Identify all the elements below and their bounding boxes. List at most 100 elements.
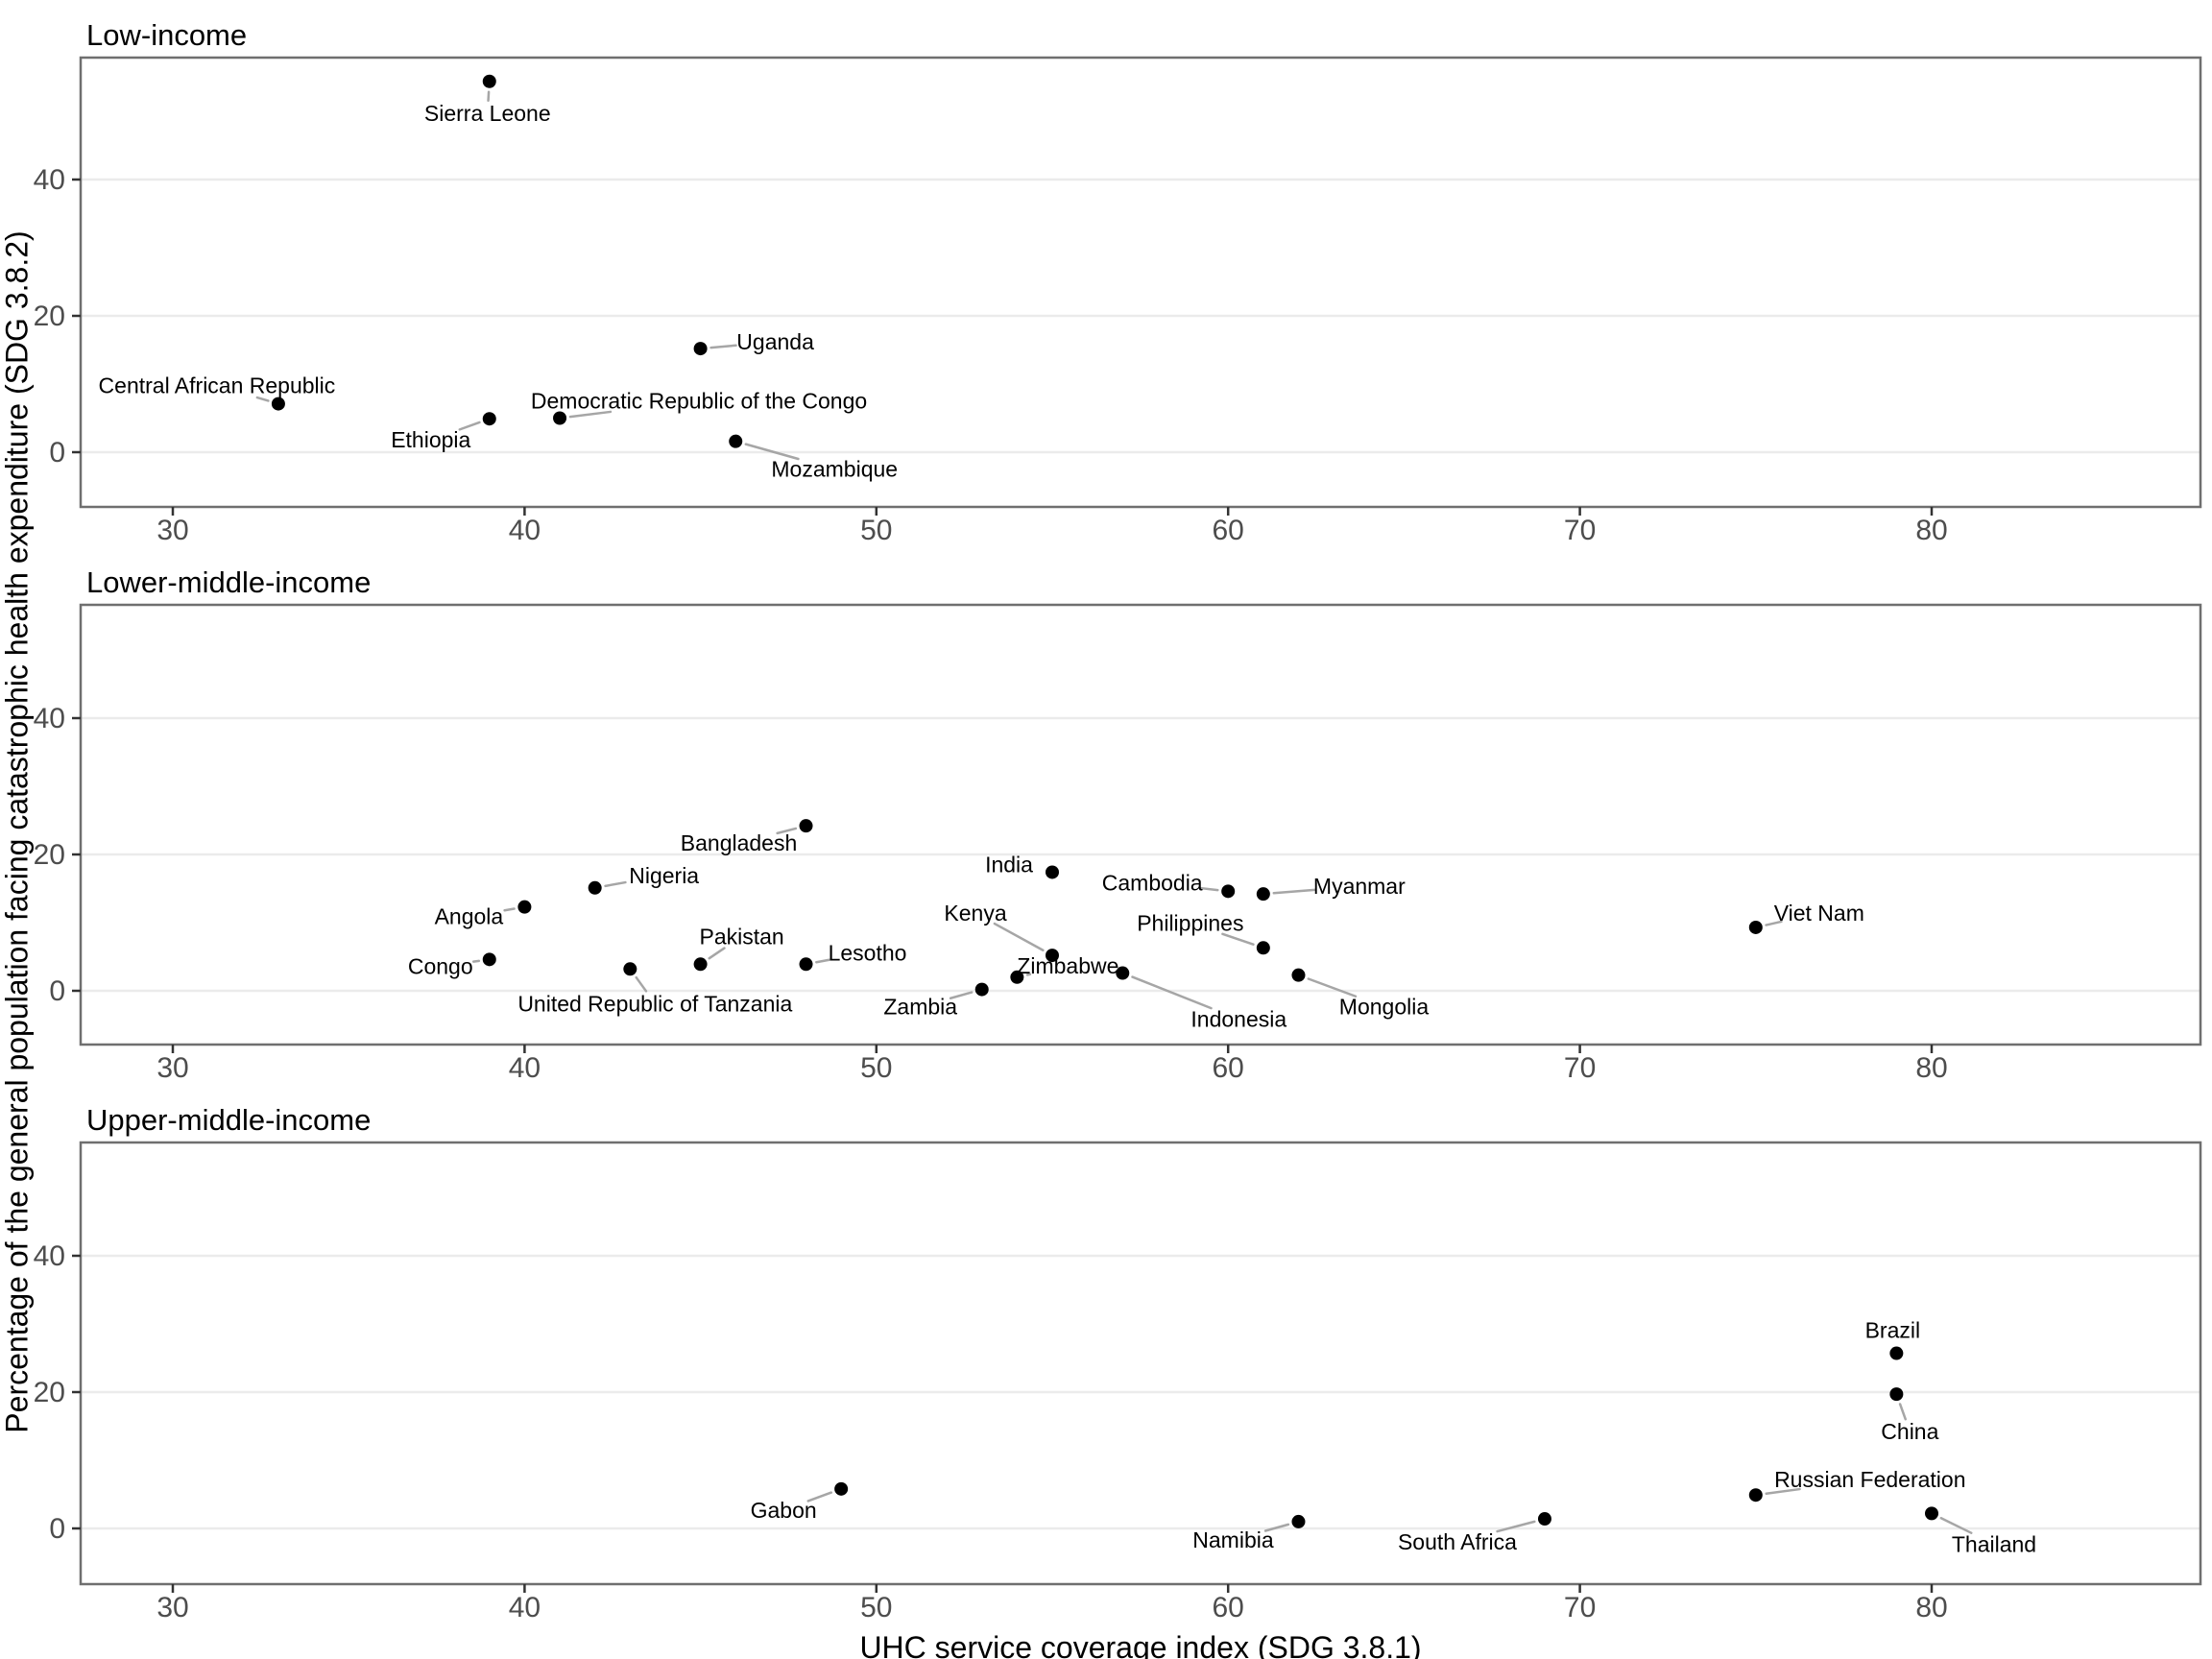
data-point-central-african-republic: [271, 397, 285, 411]
x-tick-label-40: 40: [509, 1052, 541, 1084]
data-point-myanmar: [1256, 887, 1270, 902]
country-label: Mongolia: [1339, 995, 1430, 1020]
country-label: Philippines: [1137, 910, 1243, 935]
x-tick-label-30: 30: [156, 1592, 188, 1623]
label-leader-line: [1272, 888, 1316, 895]
label-leader-line: [1939, 1516, 1973, 1534]
country-label: Congo: [408, 953, 473, 978]
data-point-philippines: [1256, 941, 1270, 955]
y-tick-label-0: 0: [49, 975, 65, 1007]
label-leader-line: [1025, 973, 1032, 976]
x-tick-label-30: 30: [156, 1052, 188, 1084]
label-leader-line: [1765, 1487, 1801, 1495]
data-point-democratic-republic-of-the-congo: [553, 411, 567, 425]
label-leader-line: [1221, 932, 1255, 946]
data-point-mozambique: [729, 434, 743, 448]
data-point-viet-nam: [1748, 920, 1763, 934]
country-label: Zimbabwe: [1017, 953, 1118, 978]
x-tick-label-30: 30: [156, 515, 188, 546]
y-tick-label-20: 20: [34, 301, 65, 332]
country-label: Democratic Republic of the Congo: [531, 389, 867, 414]
label-leader-line: [1131, 975, 1213, 1010]
data-point-united-republic-of-tanzania: [623, 962, 637, 976]
country-label: Kenya: [944, 901, 1006, 926]
data-point-brazil: [1889, 1346, 1904, 1360]
x-tick-label-40: 40: [509, 1592, 541, 1623]
facet-panel-lower-middle-income: Lower-middle-income 30 40 50 60 70 80 0 20 40 Cong…: [34, 565, 2202, 1084]
x-tick-label-50: 50: [860, 515, 892, 546]
country-label: Russian Federation: [1774, 1467, 1965, 1492]
x-tick-label-80: 80: [1915, 515, 1947, 546]
y-tick-label-0: 0: [49, 1513, 65, 1545]
y-tick-label-40: 40: [34, 703, 65, 734]
country-label: Indonesia: [1190, 1007, 1286, 1032]
y-tick-label-0: 0: [49, 437, 65, 469]
label-leader-line: [503, 907, 516, 912]
label-leader-line: [604, 880, 627, 888]
data-point-china: [1889, 1387, 1904, 1402]
label-leader-line: [1898, 1403, 1907, 1421]
country-label: Gabon: [751, 1498, 817, 1523]
data-point-namibia: [1291, 1514, 1306, 1528]
label-leader-line: [1765, 920, 1783, 926]
country-label: South Africa: [1398, 1529, 1517, 1554]
country-label: Pakistan: [699, 924, 783, 949]
x-tick-label-40: 40: [509, 515, 541, 546]
data-point-sierra-leone: [482, 74, 496, 88]
panel-border: [79, 603, 2202, 1046]
facet-panel-low-income: Low-income 30 40 50 60 70 80 0 20 40 Central Afric…: [34, 18, 2202, 546]
data-point-thailand: [1925, 1506, 1938, 1521]
label-leader-line: [744, 443, 800, 461]
label-leader-line: [1263, 1523, 1290, 1532]
y-tick-label-20: 20: [34, 839, 65, 871]
label-leader-line: [568, 410, 613, 419]
x-tick-label-70: 70: [1564, 515, 1596, 546]
country-label: Viet Nam: [1774, 901, 1864, 926]
panel-border: [79, 56, 2202, 509]
facet-title: Lower-middle-income: [86, 565, 371, 599]
label-leader-line: [1307, 977, 1358, 998]
label-leader-line: [806, 1491, 833, 1503]
x-tick-label-60: 60: [1213, 515, 1244, 546]
label-leader-line: [949, 991, 974, 999]
data-point-angola: [517, 900, 532, 914]
label-leader-line: [993, 922, 1045, 952]
data-point-pakistan: [693, 957, 708, 972]
label-leader-line: [635, 975, 648, 993]
x-tick-label-70: 70: [1564, 1052, 1596, 1084]
country-label: Sierra Leone: [424, 101, 551, 126]
data-point-bangladesh: [799, 819, 813, 833]
country-label: Thailand: [1952, 1531, 2036, 1556]
x-tick-label-80: 80: [1915, 1592, 1947, 1623]
country-label: Lesotho: [829, 940, 907, 965]
label-leader-line: [776, 827, 798, 835]
facet-title: Upper-middle-income: [86, 1103, 371, 1137]
data-point-ethiopia: [482, 412, 496, 426]
label-leader-line: [1198, 886, 1219, 892]
data-point-indonesia: [1116, 966, 1130, 980]
country-label: Cambodia: [1102, 870, 1203, 895]
country-label: Central African Republic: [99, 373, 336, 398]
label-leader-line: [471, 959, 481, 963]
data-point-kenya: [1046, 949, 1059, 963]
country-label: Zambia: [883, 995, 957, 1020]
data-point-nigeria: [588, 880, 602, 895]
data-point-south-africa: [1537, 1512, 1551, 1527]
y-tick-label-20: 20: [34, 1377, 65, 1408]
x-tick-label-60: 60: [1213, 1052, 1244, 1084]
label-leader-line: [815, 958, 830, 964]
country-label: Uganda: [736, 329, 814, 354]
country-label: Mozambique: [771, 457, 898, 482]
country-label: Ethiopia: [391, 427, 470, 452]
y-tick-label-40: 40: [34, 1240, 65, 1272]
data-point-uganda: [693, 342, 708, 356]
data-point-congo: [482, 952, 496, 967]
country-label: Nigeria: [629, 863, 699, 888]
country-label: United Republic of Tanzania: [517, 991, 792, 1016]
country-label: Namibia: [1192, 1527, 1274, 1552]
data-point-cambodia: [1221, 884, 1236, 899]
data-point-mongolia: [1291, 968, 1306, 982]
data-point-india: [1046, 865, 1059, 879]
